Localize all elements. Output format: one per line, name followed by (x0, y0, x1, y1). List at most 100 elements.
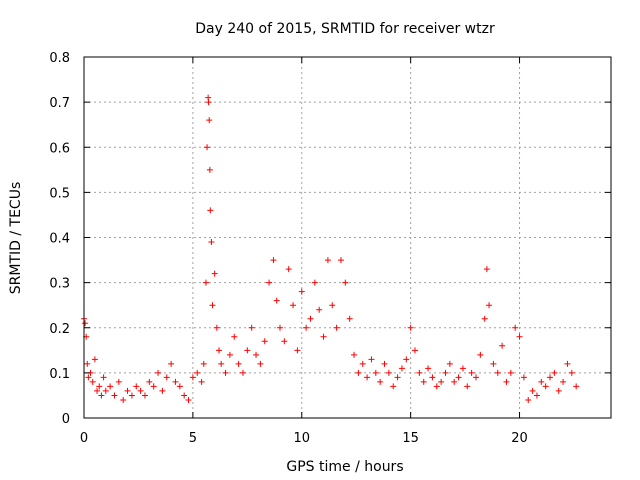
data-point (100, 374, 107, 381)
data-point (133, 383, 140, 390)
chart-title: Day 240 of 2015, SRMTID for receiver wtz… (195, 21, 495, 37)
data-point (285, 266, 292, 273)
y-axis-title: SRMTID / TECUs (8, 182, 24, 295)
data-point (377, 378, 384, 385)
data-point (407, 324, 414, 331)
data-point (91, 356, 98, 363)
data-point (257, 360, 264, 367)
data-point (433, 383, 440, 390)
data-point (303, 324, 310, 331)
data-point (94, 387, 101, 394)
data-point (261, 338, 268, 345)
data-point (372, 369, 379, 376)
data-point (185, 396, 192, 403)
data-point (244, 347, 251, 354)
data-point (320, 333, 327, 340)
data-point (324, 257, 331, 264)
x-tick-label: 5 (189, 431, 197, 446)
data-point (137, 387, 144, 394)
data-point (525, 396, 532, 403)
plot-points (81, 94, 580, 403)
data-point (253, 351, 260, 358)
data-point (189, 374, 196, 381)
y-tick-label: 0.3 (49, 277, 70, 292)
y-tick-label: 0.5 (49, 186, 70, 201)
data-point (102, 387, 109, 394)
data-point (490, 360, 497, 367)
data-point (216, 347, 223, 354)
data-point (512, 324, 519, 331)
data-point (218, 360, 225, 367)
data-point (270, 257, 277, 264)
data-point (555, 387, 562, 394)
data-point (446, 360, 453, 367)
data-point (359, 360, 366, 367)
data-point (499, 342, 506, 349)
data-point (155, 369, 162, 376)
plot-frame (83, 56, 612, 419)
data-point (507, 369, 514, 376)
data-point (385, 369, 392, 376)
data-point (516, 333, 523, 340)
data-point (115, 378, 122, 385)
data-point (416, 369, 423, 376)
data-point (346, 315, 353, 322)
data-point (477, 351, 484, 358)
data-point (560, 378, 567, 385)
data-point (429, 374, 436, 381)
data-point (494, 369, 501, 376)
data-point (273, 297, 280, 304)
data-point (85, 374, 92, 381)
data-point (98, 392, 105, 399)
data-point (231, 333, 238, 340)
data-point (294, 347, 301, 354)
y-tick-label: 0.7 (49, 96, 70, 111)
data-point (198, 378, 205, 385)
data-point (455, 374, 462, 381)
data-point (150, 383, 157, 390)
data-point (181, 392, 188, 399)
data-point (412, 347, 419, 354)
data-point (468, 369, 475, 376)
data-point (438, 378, 445, 385)
data-point (222, 369, 229, 376)
y-tick-label: 0.4 (49, 232, 70, 247)
data-point (368, 356, 375, 363)
data-point (568, 369, 575, 376)
data-point (146, 378, 153, 385)
data-point (209, 302, 216, 309)
data-point (211, 270, 218, 277)
data-point (472, 374, 479, 381)
data-point (172, 378, 179, 385)
data-point (442, 369, 449, 376)
data-point (111, 392, 118, 399)
data-point (96, 383, 103, 390)
tick-labels: 0 0.1 0.2 0.3 0.4 0.5 0.6 0.7 0.8 0 5 10 15 20 (49, 51, 527, 446)
data-point (202, 279, 209, 286)
data-point (486, 302, 493, 309)
data-point (207, 207, 214, 214)
data-point (120, 396, 127, 403)
data-point (298, 288, 305, 295)
grid-lines (84, 57, 611, 418)
data-point (451, 378, 458, 385)
tick-marks (83, 56, 611, 419)
data-point (290, 302, 297, 309)
x-axis-title: GPS time / hours (286, 459, 403, 475)
data-point (355, 369, 362, 376)
data-point (200, 360, 207, 367)
data-point (213, 324, 220, 331)
data-point (159, 387, 166, 394)
data-point (420, 378, 427, 385)
y-tick-label: 0.1 (49, 367, 70, 382)
data-point (483, 266, 490, 273)
data-point (176, 383, 183, 390)
data-point (425, 365, 432, 372)
data-point (551, 369, 558, 376)
data-point (342, 279, 349, 286)
data-point (333, 324, 340, 331)
data-point (194, 369, 201, 376)
data-point (281, 338, 288, 345)
y-tick-label: 0.8 (49, 51, 70, 66)
